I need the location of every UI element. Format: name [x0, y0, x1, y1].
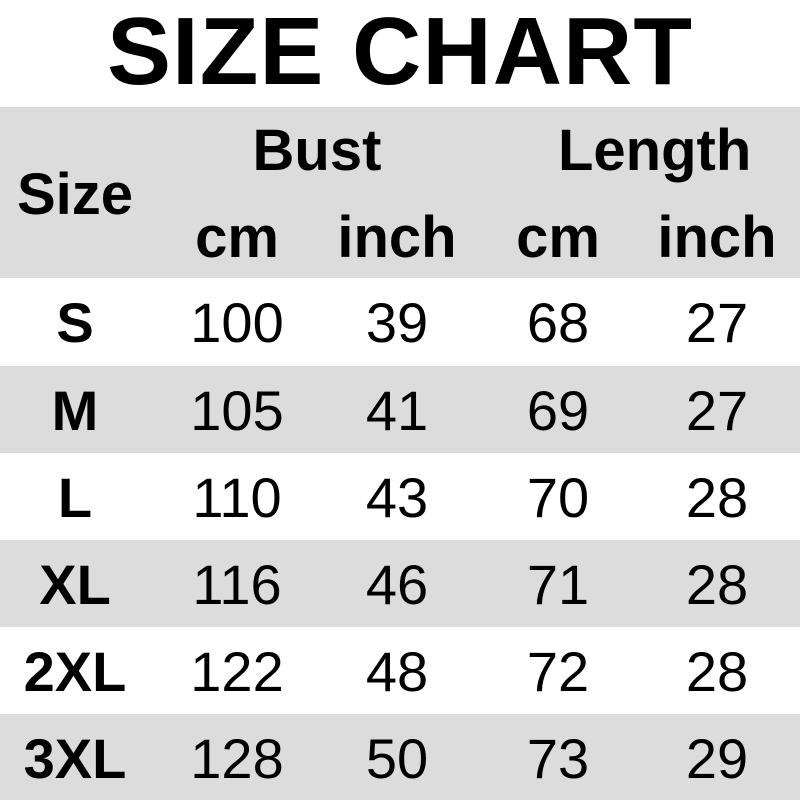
cell-length-inch: 28: [685, 640, 749, 703]
header-size: Size: [16, 162, 134, 227]
header-length: Length: [558, 118, 752, 183]
cell-size: L: [57, 466, 93, 529]
cell-length-inch: 28: [685, 553, 749, 616]
table-row: L 110 43 70 28: [0, 453, 800, 540]
table-row: 3XL 128 50 73 29: [0, 714, 800, 800]
cell-bust-inch: 41: [365, 379, 429, 442]
header-length-cm: cm: [516, 205, 600, 270]
cell-bust-inch: 50: [365, 727, 429, 790]
cell-bust-cm: 100: [190, 291, 284, 354]
cell-size: 3XL: [23, 727, 127, 790]
cell-length-cm: 70: [526, 466, 590, 529]
cell-length-cm: 71: [526, 553, 590, 616]
header-bust: Bust: [252, 118, 382, 183]
cell-size: S: [56, 291, 94, 354]
table-row: XL 116 46 71 28: [0, 540, 800, 627]
cell-size: 2XL: [23, 640, 127, 703]
cell-bust-cm: 110: [192, 466, 282, 529]
cell-bust-inch: 46: [365, 553, 429, 616]
cell-bust-inch: 43: [365, 466, 429, 529]
header-length-inch: inch: [657, 205, 777, 270]
table-row: M 105 41 69 27: [0, 366, 800, 453]
cell-length-inch: 27: [685, 291, 749, 354]
cell-length-inch: 28: [685, 466, 749, 529]
cell-size: M: [51, 379, 99, 442]
cell-bust-cm: 122: [190, 640, 284, 703]
cell-size: XL: [39, 553, 111, 616]
cell-length-inch: 27: [685, 379, 749, 442]
cell-bust-cm: 116: [192, 553, 282, 616]
page-title: SIZE CHART: [107, 0, 693, 105]
header-bust-inch: inch: [337, 205, 457, 270]
cell-length-cm: 68: [526, 291, 590, 354]
cell-length-cm: 69: [526, 379, 590, 442]
cell-bust-cm: 105: [190, 379, 284, 442]
table-header: Size Bust Length cm inch cm inch: [0, 107, 800, 278]
cell-bust-inch: 39: [365, 291, 429, 354]
table-row: 2XL 122 48 72 28: [0, 627, 800, 714]
cell-length-inch: 29: [685, 727, 749, 790]
table-row: S 100 39 68 27: [0, 278, 800, 365]
cell-bust-inch: 48: [365, 640, 429, 703]
cell-length-cm: 73: [526, 727, 590, 790]
header-bust-cm: cm: [195, 205, 279, 270]
cell-length-cm: 72: [526, 640, 590, 703]
cell-bust-cm: 128: [190, 727, 284, 790]
